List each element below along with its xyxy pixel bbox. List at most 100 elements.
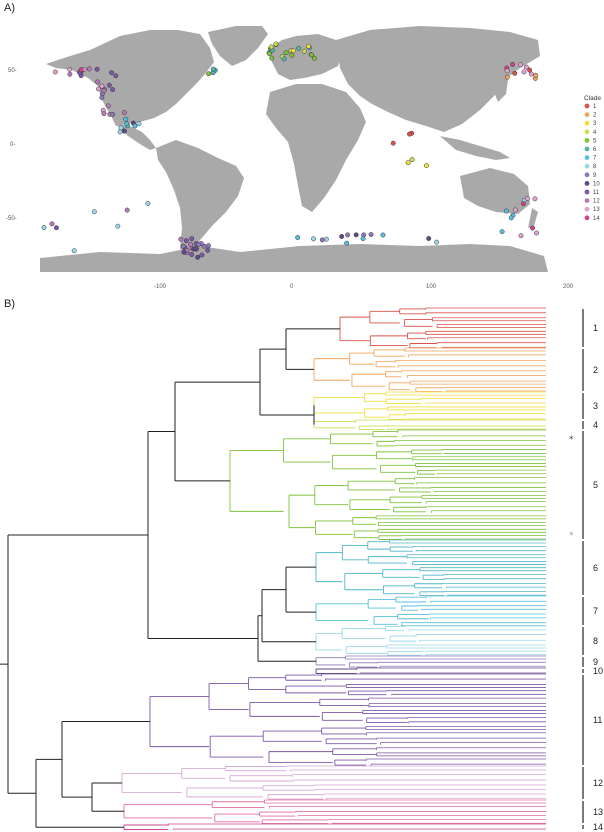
sample-point xyxy=(268,44,274,50)
tree-branches xyxy=(0,307,546,830)
clade-label: 5 xyxy=(593,480,598,490)
legend-label: 7 xyxy=(593,156,597,162)
sample-point xyxy=(319,237,325,243)
legend-title: Clade xyxy=(584,95,601,102)
sample-point xyxy=(521,69,527,75)
y-tick-label: 0- xyxy=(10,142,15,148)
sample-point xyxy=(508,215,514,221)
legend-label: 9 xyxy=(593,173,597,179)
x-tick-label: -100 xyxy=(154,284,167,290)
legend-swatch xyxy=(584,215,590,221)
europe-landmass xyxy=(270,34,342,80)
legend-label: 11 xyxy=(593,190,600,196)
sample-point xyxy=(301,48,307,54)
sample-point xyxy=(115,223,121,229)
legend-swatch xyxy=(584,206,590,212)
antarctica-landmass xyxy=(40,244,548,272)
legend-label: 3 xyxy=(593,121,597,127)
sample-point xyxy=(339,234,345,239)
sample-point xyxy=(49,221,55,227)
sample-point xyxy=(188,241,194,247)
sample-point xyxy=(409,157,415,163)
sample-point xyxy=(118,125,124,131)
new-zealand-landmass xyxy=(528,208,538,228)
sample-point xyxy=(132,123,138,129)
southeast-asia-islands xyxy=(440,136,510,160)
node-star-marker: * xyxy=(569,531,574,541)
y-tick-label: 50- xyxy=(8,68,17,74)
greenland-landmass xyxy=(208,26,268,66)
sample-point xyxy=(390,140,396,146)
sample-point xyxy=(67,71,73,77)
node-star-marker: * xyxy=(569,435,574,445)
clade-label: 4 xyxy=(593,420,598,430)
sample-point xyxy=(53,225,59,231)
sample-point xyxy=(183,238,189,244)
legend-swatch xyxy=(584,172,590,178)
sample-point xyxy=(199,252,205,258)
japan-landmass xyxy=(494,72,508,102)
sample-point xyxy=(106,82,112,88)
sample-point xyxy=(99,83,105,89)
sample-point xyxy=(311,55,317,61)
legend-swatch xyxy=(584,129,590,135)
legend-label: 13 xyxy=(593,207,600,213)
sample-point xyxy=(380,232,386,238)
clade-label: 11 xyxy=(593,715,602,725)
sample-point xyxy=(512,70,518,76)
sample-point xyxy=(530,225,535,231)
south-america-landmass xyxy=(156,140,244,262)
legend-label: 14 xyxy=(593,216,600,222)
legend-label: 5 xyxy=(593,138,597,144)
sample-point xyxy=(306,43,311,49)
sample-point xyxy=(295,235,301,240)
asia-landmass xyxy=(336,26,540,132)
sample-point xyxy=(210,66,216,72)
clade-label: 6 xyxy=(593,563,598,573)
sample-point xyxy=(532,196,538,202)
sample-point xyxy=(534,230,540,236)
sample-point xyxy=(71,248,77,254)
legend-swatch xyxy=(584,146,590,152)
sample-point xyxy=(289,52,295,58)
legend-label: 8 xyxy=(593,164,597,170)
legend-label: 10 xyxy=(593,181,600,187)
sample-point xyxy=(110,111,116,117)
panel-a-label: A) xyxy=(4,2,15,14)
clade-label: 1 xyxy=(593,323,598,333)
sample-point xyxy=(311,236,316,242)
sample-point xyxy=(266,51,272,57)
sample-point xyxy=(281,56,287,62)
sample-point xyxy=(205,243,211,249)
clade-label: 10 xyxy=(593,666,603,676)
x-tick-label: 0 xyxy=(290,284,294,290)
world-map: -100 0 100 200 50- 0- -50- Clade 1234567… xyxy=(6,12,601,290)
sample-point xyxy=(91,209,97,215)
sample-point xyxy=(136,121,142,127)
sample-point xyxy=(195,254,201,260)
sample-point xyxy=(520,201,526,207)
sample-point xyxy=(269,55,275,61)
sample-point xyxy=(123,116,129,122)
legend-label: 12 xyxy=(593,199,600,205)
sample-point xyxy=(407,131,412,137)
sample-point xyxy=(113,73,119,79)
sample-point xyxy=(518,233,524,239)
sample-point xyxy=(518,62,524,68)
sample-point xyxy=(145,201,151,206)
sample-point xyxy=(195,242,201,248)
sample-point xyxy=(121,128,127,134)
x-tick-label: 200 xyxy=(563,284,574,290)
sample-point xyxy=(345,232,351,238)
sample-points xyxy=(41,41,540,260)
sample-point xyxy=(117,129,123,135)
sample-point xyxy=(504,68,510,74)
clade-label: 8 xyxy=(593,636,598,646)
sample-point xyxy=(52,69,58,75)
sample-point xyxy=(124,121,130,127)
sample-point xyxy=(178,236,184,242)
sample-point xyxy=(180,243,186,249)
sample-point xyxy=(109,70,114,76)
